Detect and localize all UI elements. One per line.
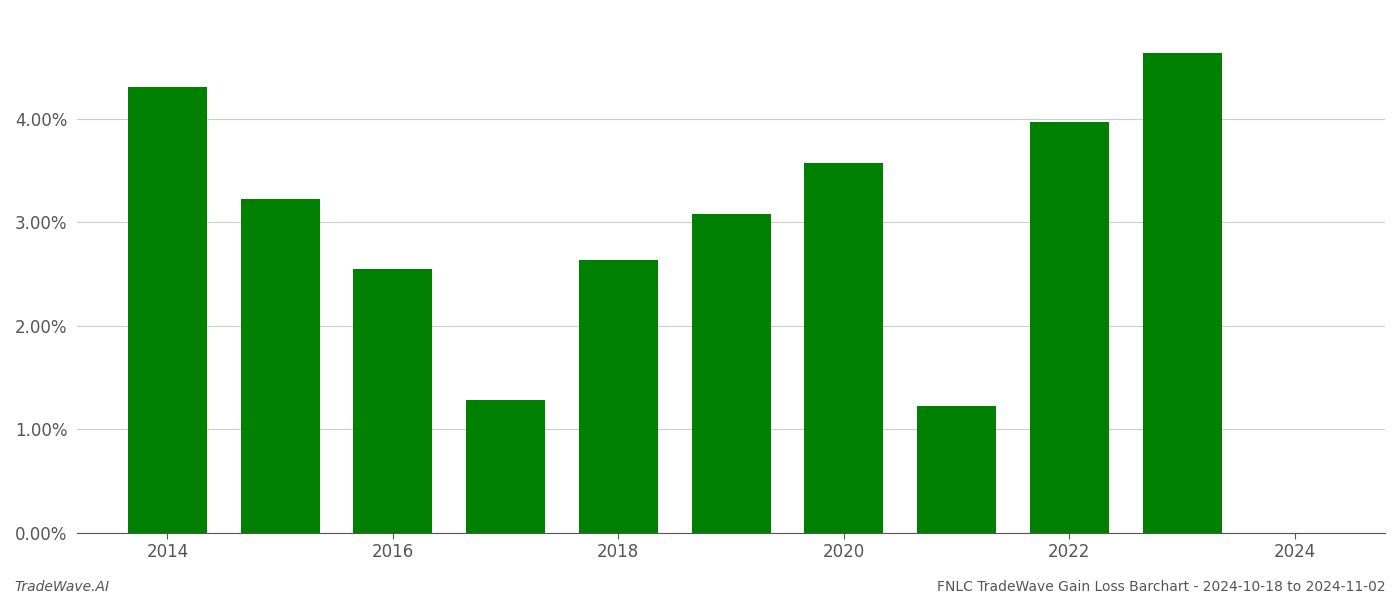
Bar	[1142, 53, 1222, 533]
Text: TradeWave.AI: TradeWave.AI	[14, 580, 109, 594]
Bar	[805, 163, 883, 533]
Bar	[466, 400, 545, 533]
Bar	[580, 260, 658, 533]
Bar	[917, 406, 995, 533]
Bar	[241, 199, 319, 533]
Text: FNLC TradeWave Gain Loss Barchart - 2024-10-18 to 2024-11-02: FNLC TradeWave Gain Loss Barchart - 2024…	[938, 580, 1386, 594]
Bar	[1030, 122, 1109, 533]
Bar	[127, 88, 207, 533]
Bar	[353, 269, 433, 533]
Bar	[692, 214, 770, 533]
